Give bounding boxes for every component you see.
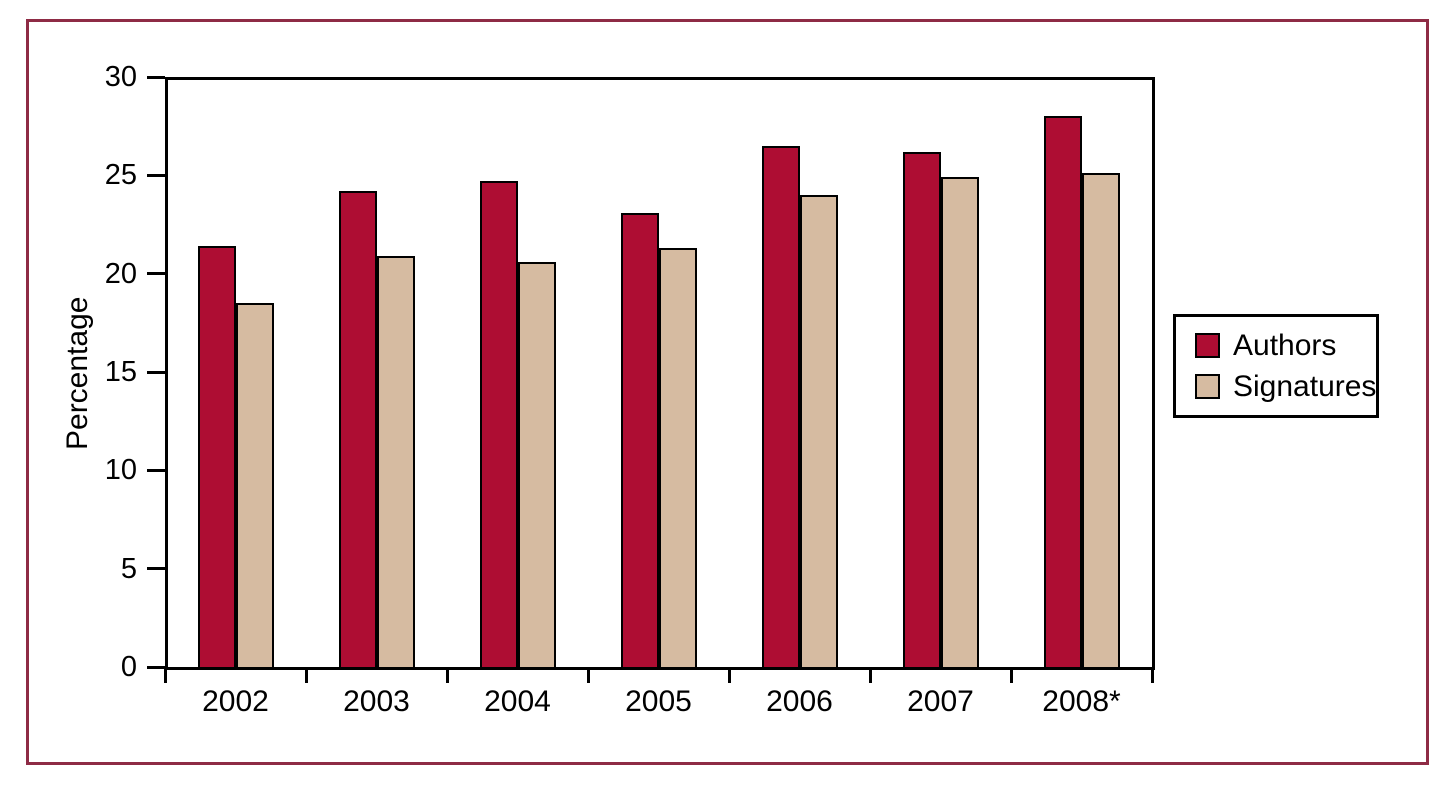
bar-signatures-2006 bbox=[799, 195, 838, 667]
x-tick-mark bbox=[868, 667, 872, 683]
bar-signatures-2004 bbox=[517, 261, 556, 667]
bar-authors-2005 bbox=[620, 212, 659, 667]
bar-authors-2004 bbox=[479, 181, 518, 667]
y-tick-label: 15 bbox=[104, 356, 137, 388]
y-tick-mark bbox=[147, 173, 165, 177]
x-tick-label-2004: 2004 bbox=[484, 685, 551, 718]
bar-signatures-2007 bbox=[940, 177, 979, 667]
y-tick-mark bbox=[147, 75, 165, 79]
x-tick-label-2006: 2006 bbox=[766, 685, 833, 718]
bar-signatures-2005 bbox=[658, 248, 697, 667]
legend-item-authors: Authors bbox=[1195, 328, 1376, 362]
bar-authors-2006 bbox=[761, 145, 800, 667]
x-tick-mark bbox=[445, 667, 449, 683]
plot-area-frame bbox=[165, 77, 1155, 670]
x-tick-mark bbox=[1150, 667, 1154, 683]
bar-signatures-2003 bbox=[376, 255, 415, 667]
bar-authors-2002 bbox=[197, 246, 236, 667]
y-tick-label: 20 bbox=[104, 257, 137, 290]
bar-authors-2003 bbox=[338, 191, 377, 667]
y-tick-label: 0 bbox=[120, 651, 137, 683]
x-tick-label-2007: 2007 bbox=[907, 685, 974, 718]
bar-authors-2007 bbox=[902, 151, 941, 667]
x-tick-mark bbox=[304, 667, 308, 683]
x-tick-mark bbox=[163, 667, 167, 683]
x-tick-mark bbox=[727, 667, 731, 683]
x-tick-label-2002: 2002 bbox=[202, 685, 269, 718]
y-tick-mark bbox=[147, 272, 165, 276]
y-tick-mark bbox=[147, 665, 165, 669]
x-tick-mark bbox=[586, 667, 590, 683]
bar-authors-2008 bbox=[1043, 116, 1082, 667]
x-tick-label-2003: 2003 bbox=[343, 685, 410, 718]
bar-signatures-2002 bbox=[235, 303, 274, 667]
y-tick-label: 5 bbox=[120, 552, 137, 585]
legend: Authors Signatures bbox=[1173, 314, 1379, 418]
legend-item-signatures: Signatures bbox=[1195, 369, 1377, 403]
x-tick-mark bbox=[1009, 667, 1013, 683]
y-tick-mark bbox=[147, 370, 165, 374]
legend-label-authors: Authors bbox=[1233, 328, 1337, 362]
signatures-swatch-icon bbox=[1195, 374, 1220, 399]
y-tick-mark bbox=[147, 468, 165, 472]
x-tick-label-2008: 2008* bbox=[1042, 685, 1121, 718]
y-tick-label: 25 bbox=[104, 159, 137, 192]
bar-signatures-2008 bbox=[1081, 173, 1120, 667]
legend-label-signatures: Signatures bbox=[1233, 369, 1377, 403]
y-tick-mark bbox=[147, 567, 165, 571]
y-tick-label: 30 bbox=[104, 61, 137, 93]
y-tick-label: 10 bbox=[104, 454, 137, 487]
authors-swatch-icon bbox=[1195, 333, 1220, 358]
x-tick-label-2005: 2005 bbox=[625, 685, 692, 718]
